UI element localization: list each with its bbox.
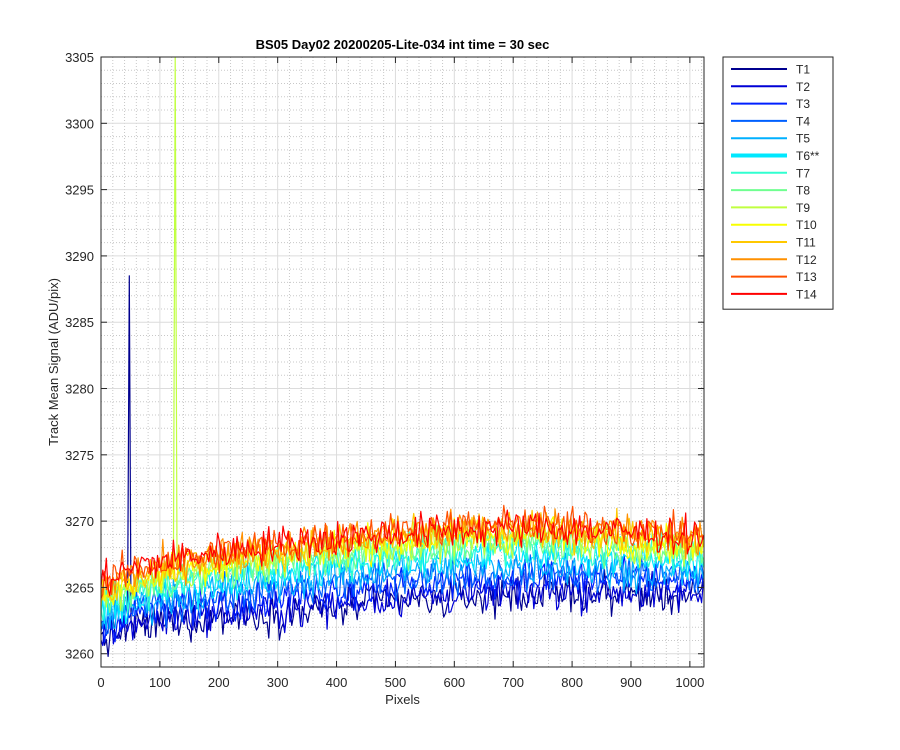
- legend-entry-label: T3: [796, 97, 810, 111]
- x-tick-label: 0: [97, 675, 104, 690]
- y-tick-label: 3285: [65, 315, 94, 330]
- y-tick-label: 3270: [65, 514, 94, 529]
- y-tick-label: 3280: [65, 382, 94, 397]
- legend-entry-label: T7: [796, 166, 810, 180]
- x-tick-label: 300: [267, 675, 289, 690]
- x-tick-label: 700: [502, 675, 524, 690]
- x-tick-label: 600: [443, 675, 465, 690]
- x-tick-label: 100: [149, 675, 171, 690]
- x-tick-label: 400: [326, 675, 348, 690]
- legend-entry-label: T4: [796, 114, 810, 128]
- legend-entry-label: T1: [796, 63, 810, 77]
- chart-title: BS05 Day02 20200205-Lite-034 int time = …: [256, 37, 550, 52]
- y-tick-label: 3290: [65, 249, 94, 264]
- legend-entry-label: T9: [796, 201, 810, 215]
- legend-entry-label: T10: [796, 218, 817, 232]
- y-tick-label: 3300: [65, 116, 94, 131]
- y-axis-ticks: 3260 3265 3270 3275 3280 3285 3290 3295 3300 3305: [65, 50, 704, 662]
- y-tick-label: 3295: [65, 183, 94, 198]
- legend: T1 T2 T3 T4 T5 T6** T7 T8 T9 T10 T11 T12 T13 T14: [722, 56, 834, 310]
- legend-entry-label: T12: [796, 253, 817, 267]
- legend-entry-label: T6**: [796, 149, 820, 163]
- x-tick-label: 900: [620, 675, 642, 690]
- x-tick-label: 1000: [675, 675, 704, 690]
- series-line-t14: [101, 509, 704, 597]
- legend-entry-label: T13: [796, 270, 817, 284]
- y-tick-label: 3305: [65, 50, 94, 65]
- plot-series-group: [101, 57, 704, 657]
- y-axis-label: Track Mean Signal (ADU/pix): [46, 278, 61, 446]
- legend-entry-label: T11: [796, 236, 816, 250]
- y-tick-label: 3260: [65, 647, 94, 662]
- x-axis-label: Pixels: [385, 692, 420, 707]
- legend-box: [722, 56, 834, 310]
- x-axis-ticks: 0 100 200 300 400 500 600 700 800 900 1000: [97, 57, 704, 690]
- legend-entry-label: T8: [796, 184, 810, 198]
- y-tick-label: 3265: [65, 580, 94, 595]
- y-tick-label: 3275: [65, 448, 94, 463]
- axes-frame: [100, 56, 705, 668]
- x-tick-label: 500: [385, 675, 407, 690]
- x-tick-label: 200: [208, 675, 230, 690]
- legend-entry-label: T14: [796, 287, 817, 301]
- legend-entry-label: T2: [796, 80, 810, 94]
- legend-entry-label: T5: [796, 132, 810, 146]
- x-tick-label: 800: [561, 675, 583, 690]
